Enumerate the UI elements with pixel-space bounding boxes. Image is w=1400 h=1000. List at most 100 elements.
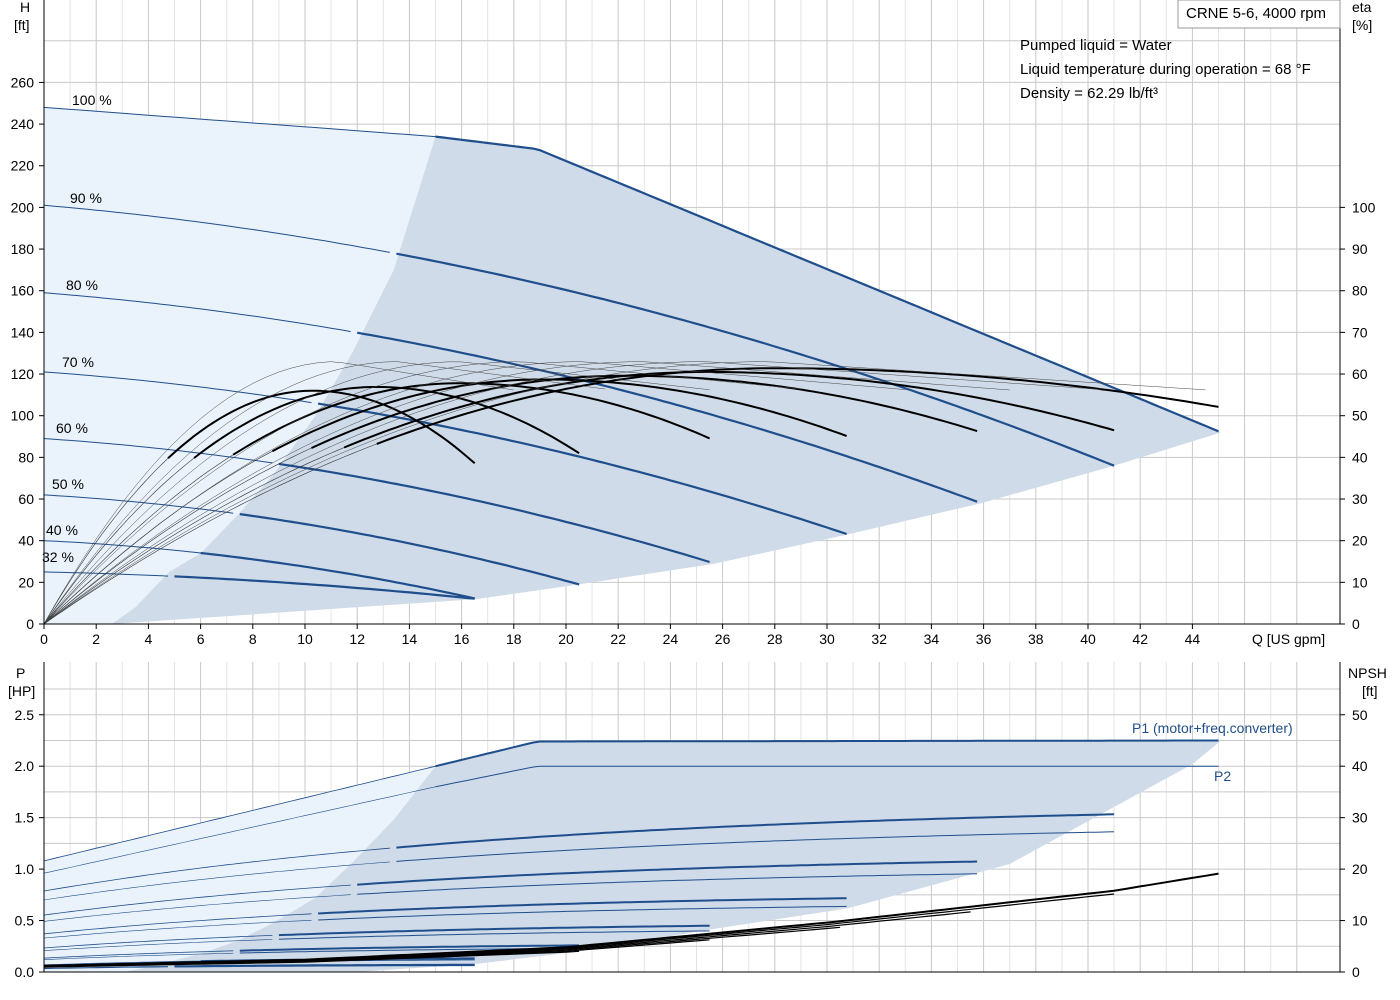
y2-tick-label: 50 (1352, 707, 1368, 723)
head-operating-region (44, 107, 1222, 624)
x-tick-label: 30 (819, 631, 835, 647)
y-tick-label: 200 (11, 199, 35, 215)
eff-envelope-thin (43, 361, 514, 625)
p2-curve (174, 965, 475, 968)
head-curve-50 (239, 513, 580, 586)
p1-curve (396, 813, 1115, 849)
x-tick-label: 40 (1080, 631, 1096, 647)
p2-curve-thin (43, 920, 312, 939)
p2-curve-thin (43, 952, 234, 960)
p2-curve-thin (43, 786, 436, 874)
eff-envelope-thin (43, 361, 906, 625)
head-curve-thin (43, 371, 312, 404)
npsh-axis-label: NPSH (1348, 665, 1387, 681)
p2-curve-thin (43, 861, 390, 901)
p1-curve-thin (43, 960, 201, 966)
eff-envelope-thin (43, 361, 606, 625)
y-tick-label: 1.5 (15, 810, 35, 826)
eff-curve (343, 371, 1115, 449)
y2-tick-label: 90 (1352, 241, 1368, 257)
y2-tick-label: 100 (1352, 199, 1376, 215)
x-tick-label: 14 (402, 631, 418, 647)
y2-tick-label: 80 (1352, 283, 1368, 299)
y-tick-label: 100 (11, 408, 35, 424)
npsh-curve-speed (43, 950, 580, 968)
eff-envelope-thin (43, 361, 1102, 625)
head-axis-unit: [ft] (14, 17, 30, 33)
speed-label: 60 % (56, 420, 88, 436)
y2-tick-label: 20 (1352, 861, 1368, 877)
full-region (122, 740, 1222, 972)
y-tick-label: 140 (11, 324, 35, 340)
speed-label: 80 % (66, 277, 98, 293)
eff-curve (167, 389, 476, 465)
x-tick-label: 22 (610, 631, 626, 647)
head-curve-70 (317, 402, 847, 536)
y2-tick-label: 30 (1352, 810, 1368, 826)
eff-envelope-thin (43, 361, 710, 625)
p1-curve (435, 739, 1219, 768)
y-tick-label: 20 (18, 574, 34, 590)
y-tick-label: 2.0 (15, 758, 35, 774)
x-tick-label: 34 (924, 631, 940, 647)
x-tick-label: 16 (454, 631, 470, 647)
p1-curve (174, 963, 475, 968)
y-tick-label: 60 (18, 491, 34, 507)
y2-tick-label: 50 (1352, 408, 1368, 424)
y-tick-label: 0.5 (15, 913, 35, 929)
power-axis-unit: [HP] (8, 683, 35, 699)
y-tick-label: 40 (18, 533, 34, 549)
eff-envelope-thin (43, 361, 1010, 625)
info-liquid: Pumped liquid = Water (1020, 37, 1172, 54)
x-tick-label: 28 (767, 631, 783, 647)
head-curve-60 (278, 462, 710, 564)
head-curves (43, 106, 1219, 600)
eff-curve (376, 367, 1219, 445)
head-curve-thin (43, 292, 351, 333)
p2-curve (278, 930, 710, 940)
eta-axis-unit: [%] (1352, 17, 1372, 33)
head-curve-thin (43, 106, 436, 138)
p1-curve-thin (43, 884, 351, 916)
title-box: CRNE 5-6, 4000 rpm (1177, 0, 1341, 29)
p1-curve-thin (43, 935, 273, 949)
x-tick-label: 26 (715, 631, 731, 647)
head-curve-80 (357, 331, 978, 503)
x-tick-label: 36 (976, 631, 992, 647)
speed-label: 70 % (62, 354, 94, 370)
x-tick-label: 0 (40, 631, 48, 647)
y-tick-label: 0.0 (15, 964, 35, 980)
y-tick-label: 220 (11, 158, 35, 174)
y-tick-label: 80 (18, 449, 34, 465)
info-temperature: Liquid temperature during operation = 68… (1020, 61, 1311, 78)
power-chart-axes: 0.0 0.5 1.0 1.5 2.0 2.5 0 10 20 30 40 50 (15, 662, 1368, 980)
y2-tick-label: 0 (1352, 616, 1360, 632)
y-tick-label: 120 (11, 366, 35, 382)
x-tick-label: 12 (349, 631, 365, 647)
y-tick-label: 2.5 (15, 707, 35, 723)
p1-curve (318, 897, 847, 915)
y2-tick-label: 20 (1352, 533, 1368, 549)
power-curves (43, 739, 1219, 970)
x-tick-label: 8 (249, 631, 257, 647)
head-curve-100 (435, 135, 1219, 433)
head-curve-40 (200, 551, 475, 600)
y-tick-label: 240 (11, 116, 35, 132)
light-region (44, 107, 436, 624)
p2-curve-thin (43, 939, 273, 951)
y-tick-label: 180 (11, 241, 35, 257)
power-operating-region (44, 740, 1222, 972)
p2-curve-thin (43, 966, 169, 970)
x-tick-label: 38 (1028, 631, 1044, 647)
efficiency-curves (43, 361, 1219, 625)
x-tick-label: 42 (1132, 631, 1148, 647)
eta-axis-label: eta (1352, 0, 1372, 15)
p1-curve (357, 860, 978, 886)
y-tick-label: 1.0 (15, 861, 35, 877)
speed-label: 90 % (70, 190, 102, 206)
x-tick-label: 6 (197, 631, 205, 647)
y2-tick-label: 10 (1352, 574, 1368, 590)
speed-label: 50 % (52, 476, 84, 492)
x-tick-label: 20 (558, 631, 574, 647)
p1-curve-thin (43, 913, 312, 935)
